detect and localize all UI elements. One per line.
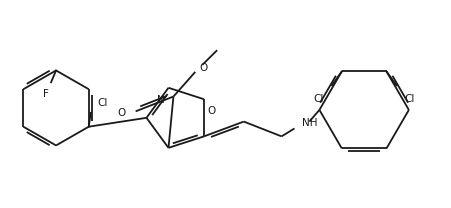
Text: NH: NH: [302, 118, 317, 128]
Text: O: O: [207, 106, 216, 116]
Text: Cl: Cl: [403, 94, 414, 104]
Text: O: O: [199, 63, 207, 73]
Text: O: O: [117, 108, 125, 118]
Text: F: F: [43, 89, 49, 99]
Text: N: N: [156, 95, 164, 105]
Text: Cl: Cl: [97, 98, 108, 108]
Text: Cl: Cl: [313, 94, 323, 104]
